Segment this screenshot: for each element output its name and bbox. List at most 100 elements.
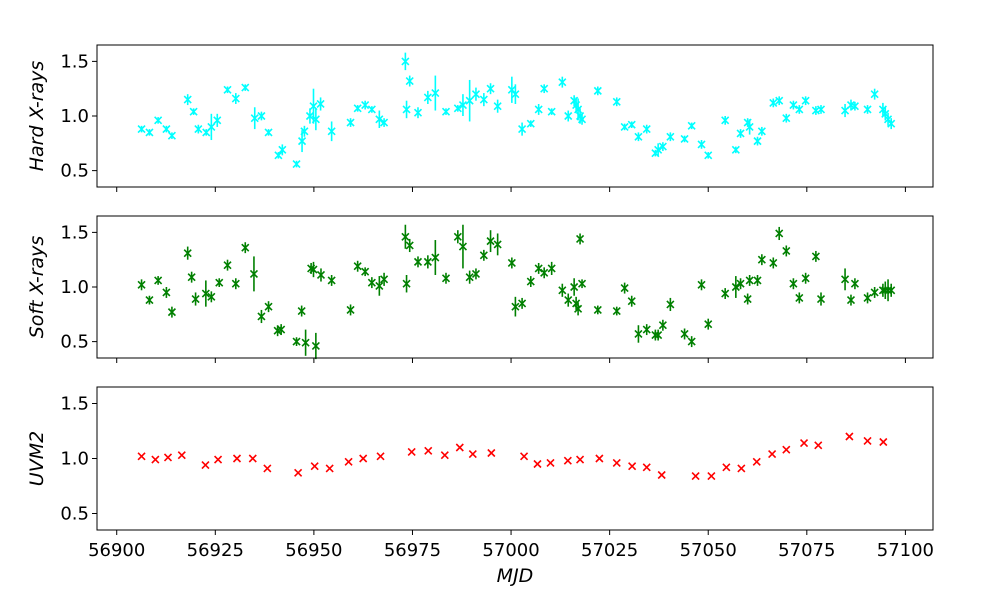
y-tick-label: 0.5 — [60, 504, 89, 525]
data-point — [691, 472, 700, 481]
data-point — [455, 443, 464, 452]
data-point — [486, 237, 495, 246]
data-point — [731, 145, 740, 154]
data-point — [440, 451, 449, 460]
data-points — [137, 52, 896, 169]
data-point — [642, 463, 651, 472]
data-point — [680, 329, 689, 339]
uvm2-panel: 0.5 1.0 1.5 56900 56925 56950 56975 57000 57025 5… — [26, 386, 934, 587]
data-point — [620, 122, 629, 131]
data-point — [458, 242, 468, 251]
data-point — [191, 294, 200, 304]
data-point — [547, 264, 556, 273]
x-tick-label: 57075 — [778, 540, 835, 561]
data-point — [526, 277, 535, 286]
data-point — [654, 330, 663, 340]
data-point — [753, 276, 762, 285]
data-point — [666, 300, 675, 309]
data-point — [518, 125, 527, 134]
data-point — [627, 120, 636, 129]
data-point — [757, 127, 766, 136]
data-point — [577, 115, 587, 124]
data-point — [177, 451, 186, 460]
data-point — [752, 457, 761, 466]
data-point — [612, 306, 621, 316]
data-point — [658, 142, 667, 151]
data-point — [628, 462, 637, 471]
data-point — [697, 140, 706, 149]
data-point — [257, 312, 266, 321]
data-point — [241, 83, 250, 92]
data-point — [297, 306, 306, 316]
data-point — [453, 104, 462, 113]
data-point — [511, 90, 520, 99]
data-point — [795, 105, 804, 114]
data-point — [453, 232, 462, 241]
data-point — [471, 90, 481, 99]
data-point — [278, 145, 287, 154]
data-point — [745, 276, 754, 285]
data-point — [424, 446, 433, 455]
data-point — [704, 151, 713, 160]
data-point — [811, 252, 820, 261]
x-axis-label: MJD — [497, 565, 534, 587]
data-point — [704, 320, 713, 329]
data-point — [883, 115, 893, 124]
data-point — [183, 249, 192, 258]
x-tick-label: 56975 — [384, 540, 441, 561]
data-point — [563, 456, 572, 465]
data-point — [570, 282, 579, 292]
data-point — [721, 116, 730, 125]
data-point — [223, 85, 232, 94]
data-point — [353, 104, 362, 113]
data-point — [353, 262, 362, 271]
plot-frame — [96, 215, 934, 359]
data-point — [558, 78, 567, 87]
y-tick-label: 1.0 — [60, 449, 89, 470]
data-point — [201, 289, 210, 298]
data-point — [232, 454, 242, 463]
data-point — [870, 288, 879, 297]
data-point — [264, 302, 273, 311]
data-point — [292, 159, 301, 169]
data-point — [634, 132, 643, 141]
data-point — [380, 118, 389, 127]
y-tick-label: 1.5 — [60, 394, 89, 415]
data-point — [627, 297, 636, 306]
data-point — [402, 105, 411, 114]
data-point — [737, 464, 746, 473]
y-axis-label: Soft X-rays — [26, 236, 48, 339]
data-point — [231, 279, 240, 288]
data-point — [520, 452, 529, 461]
x-tick-label: 56925 — [187, 540, 244, 561]
data-point — [850, 279, 859, 288]
data-point — [558, 286, 567, 295]
data-point — [782, 246, 791, 256]
data-point — [518, 299, 527, 308]
data-point — [376, 452, 385, 461]
data-point — [346, 118, 355, 127]
data-point — [151, 455, 160, 464]
data-point — [658, 321, 667, 330]
data-point — [745, 122, 754, 131]
data-point — [402, 279, 411, 288]
data-point — [782, 445, 791, 454]
data-point — [375, 281, 384, 290]
y-axis-label: Hard X-rays — [26, 61, 48, 172]
data-point — [564, 296, 573, 305]
y-tick-label: 0.5 — [60, 332, 89, 353]
data-point — [534, 105, 543, 114]
data-point — [654, 145, 663, 154]
data-point — [540, 84, 549, 93]
y-tick-label: 1.5 — [60, 51, 89, 72]
data-point — [207, 292, 216, 301]
data-point — [300, 127, 309, 136]
data-point — [471, 269, 481, 278]
data-point — [137, 452, 146, 461]
data-point — [413, 257, 423, 266]
data-point — [620, 284, 629, 293]
data-point — [887, 119, 896, 128]
data-point — [863, 105, 872, 114]
data-point — [814, 441, 823, 450]
